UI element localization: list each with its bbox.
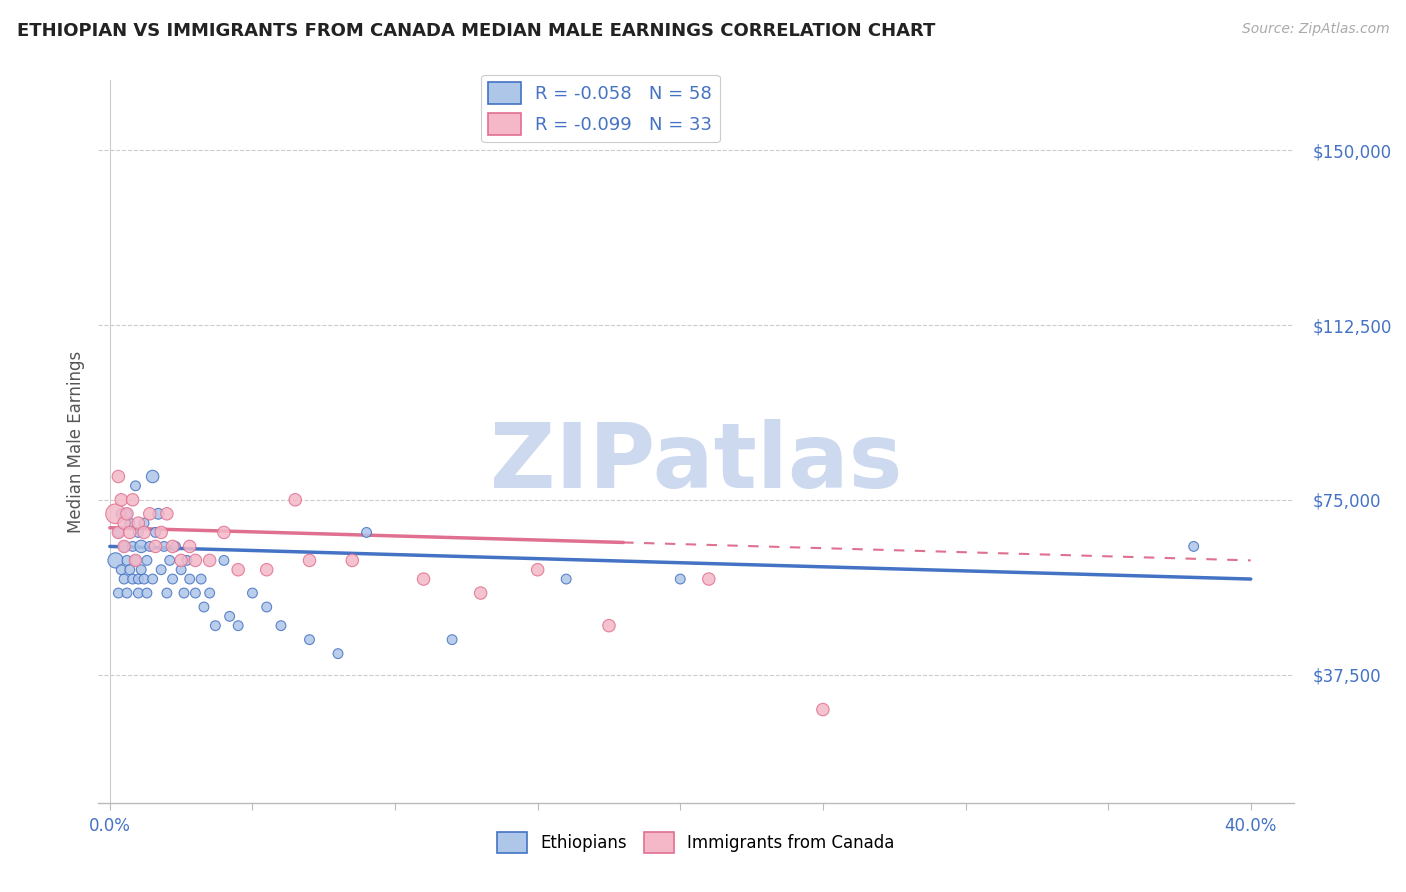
Point bbox=[127, 572, 149, 586]
Point bbox=[115, 553, 138, 567]
Point bbox=[193, 600, 215, 615]
Point bbox=[153, 540, 176, 554]
Point bbox=[204, 618, 226, 632]
Point bbox=[811, 702, 834, 716]
Point bbox=[669, 572, 692, 586]
Point bbox=[1182, 540, 1205, 554]
Point bbox=[256, 563, 278, 577]
Point bbox=[121, 572, 143, 586]
Point bbox=[156, 586, 179, 600]
Point bbox=[150, 563, 173, 577]
Point bbox=[110, 507, 132, 521]
Point bbox=[142, 572, 165, 586]
Point bbox=[184, 586, 207, 600]
Point bbox=[526, 563, 548, 577]
Point bbox=[112, 516, 135, 530]
Point bbox=[170, 553, 193, 567]
Point bbox=[127, 525, 149, 540]
Point bbox=[179, 572, 201, 586]
Point bbox=[121, 492, 143, 507]
Point bbox=[142, 469, 165, 483]
Point bbox=[118, 563, 141, 577]
Point bbox=[139, 540, 162, 554]
Point bbox=[139, 507, 162, 521]
Point bbox=[697, 572, 720, 586]
Point bbox=[112, 540, 135, 554]
Point bbox=[124, 479, 146, 493]
Point bbox=[270, 618, 292, 632]
Point bbox=[115, 507, 138, 521]
Point bbox=[129, 540, 152, 554]
Point bbox=[115, 586, 138, 600]
Point bbox=[107, 525, 129, 540]
Point bbox=[132, 525, 155, 540]
Point bbox=[190, 572, 212, 586]
Point bbox=[107, 469, 129, 483]
Text: ZIPatlas: ZIPatlas bbox=[489, 419, 903, 508]
Point bbox=[145, 540, 167, 554]
Point bbox=[162, 540, 184, 554]
Point bbox=[115, 507, 138, 521]
Y-axis label: Median Male Earnings: Median Male Earnings bbox=[66, 351, 84, 533]
Point bbox=[176, 553, 198, 567]
Point bbox=[598, 618, 620, 632]
Point bbox=[165, 540, 187, 554]
Point bbox=[110, 492, 132, 507]
Point bbox=[184, 553, 207, 567]
Point bbox=[356, 525, 378, 540]
Point bbox=[132, 572, 155, 586]
Point bbox=[118, 525, 141, 540]
Point bbox=[470, 586, 492, 600]
Point bbox=[121, 540, 143, 554]
Point bbox=[242, 586, 264, 600]
Point bbox=[110, 563, 132, 577]
Text: Source: ZipAtlas.com: Source: ZipAtlas.com bbox=[1241, 22, 1389, 37]
Point bbox=[441, 632, 464, 647]
Point bbox=[198, 586, 221, 600]
Point bbox=[342, 553, 364, 567]
Point bbox=[256, 600, 278, 615]
Point bbox=[127, 586, 149, 600]
Point bbox=[112, 540, 135, 554]
Point bbox=[173, 586, 195, 600]
Point bbox=[124, 553, 146, 567]
Point bbox=[104, 507, 127, 521]
Point bbox=[212, 525, 235, 540]
Point bbox=[156, 507, 179, 521]
Point bbox=[226, 563, 249, 577]
Point bbox=[124, 553, 146, 567]
Point bbox=[127, 516, 149, 530]
Point bbox=[135, 553, 157, 567]
Point bbox=[129, 563, 152, 577]
Text: ETHIOPIAN VS IMMIGRANTS FROM CANADA MEDIAN MALE EARNINGS CORRELATION CHART: ETHIOPIAN VS IMMIGRANTS FROM CANADA MEDI… bbox=[17, 22, 935, 40]
Point bbox=[555, 572, 578, 586]
Point bbox=[179, 540, 201, 554]
Point bbox=[198, 553, 221, 567]
Point bbox=[135, 586, 157, 600]
Point bbox=[112, 572, 135, 586]
Point bbox=[298, 632, 321, 647]
Point bbox=[118, 516, 141, 530]
Point bbox=[218, 609, 240, 624]
Point bbox=[412, 572, 434, 586]
Point bbox=[107, 525, 129, 540]
Point bbox=[107, 586, 129, 600]
Legend: Ethiopians, Immigrants from Canada: Ethiopians, Immigrants from Canada bbox=[491, 826, 901, 860]
Point bbox=[226, 618, 249, 632]
Point bbox=[326, 647, 349, 661]
Point bbox=[162, 572, 184, 586]
Point bbox=[170, 563, 193, 577]
Point bbox=[212, 553, 235, 567]
Point bbox=[150, 525, 173, 540]
Point bbox=[298, 553, 321, 567]
Point bbox=[284, 492, 307, 507]
Point bbox=[145, 525, 167, 540]
Point bbox=[159, 553, 181, 567]
Point bbox=[148, 507, 170, 521]
Point bbox=[132, 516, 155, 530]
Point bbox=[104, 553, 127, 567]
